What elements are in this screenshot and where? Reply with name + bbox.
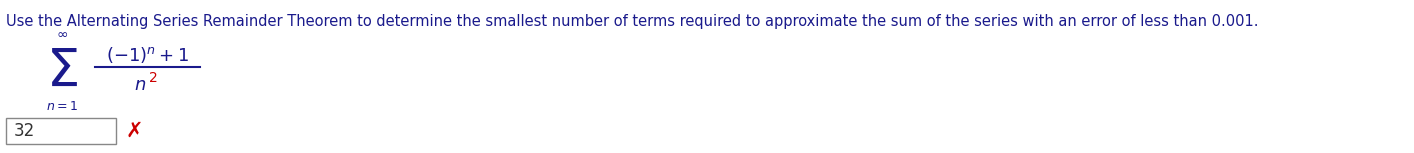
Text: $(-1)^{n} + 1$: $(-1)^{n} + 1$ [106,45,189,65]
Text: $\Sigma$: $\Sigma$ [47,47,78,97]
Text: $\infty$: $\infty$ [57,27,68,41]
Text: Use the Alternating Series Remainder Theorem to determine the smallest number of: Use the Alternating Series Remainder The… [6,14,1258,29]
Text: $2$: $2$ [148,71,158,85]
Bar [6,118,116,144]
Text: 32: 32 [14,122,35,140]
Text: ✗: ✗ [126,121,143,141]
Text: $n = 1$: $n = 1$ [47,101,78,114]
Text: $n$: $n$ [134,76,146,94]
